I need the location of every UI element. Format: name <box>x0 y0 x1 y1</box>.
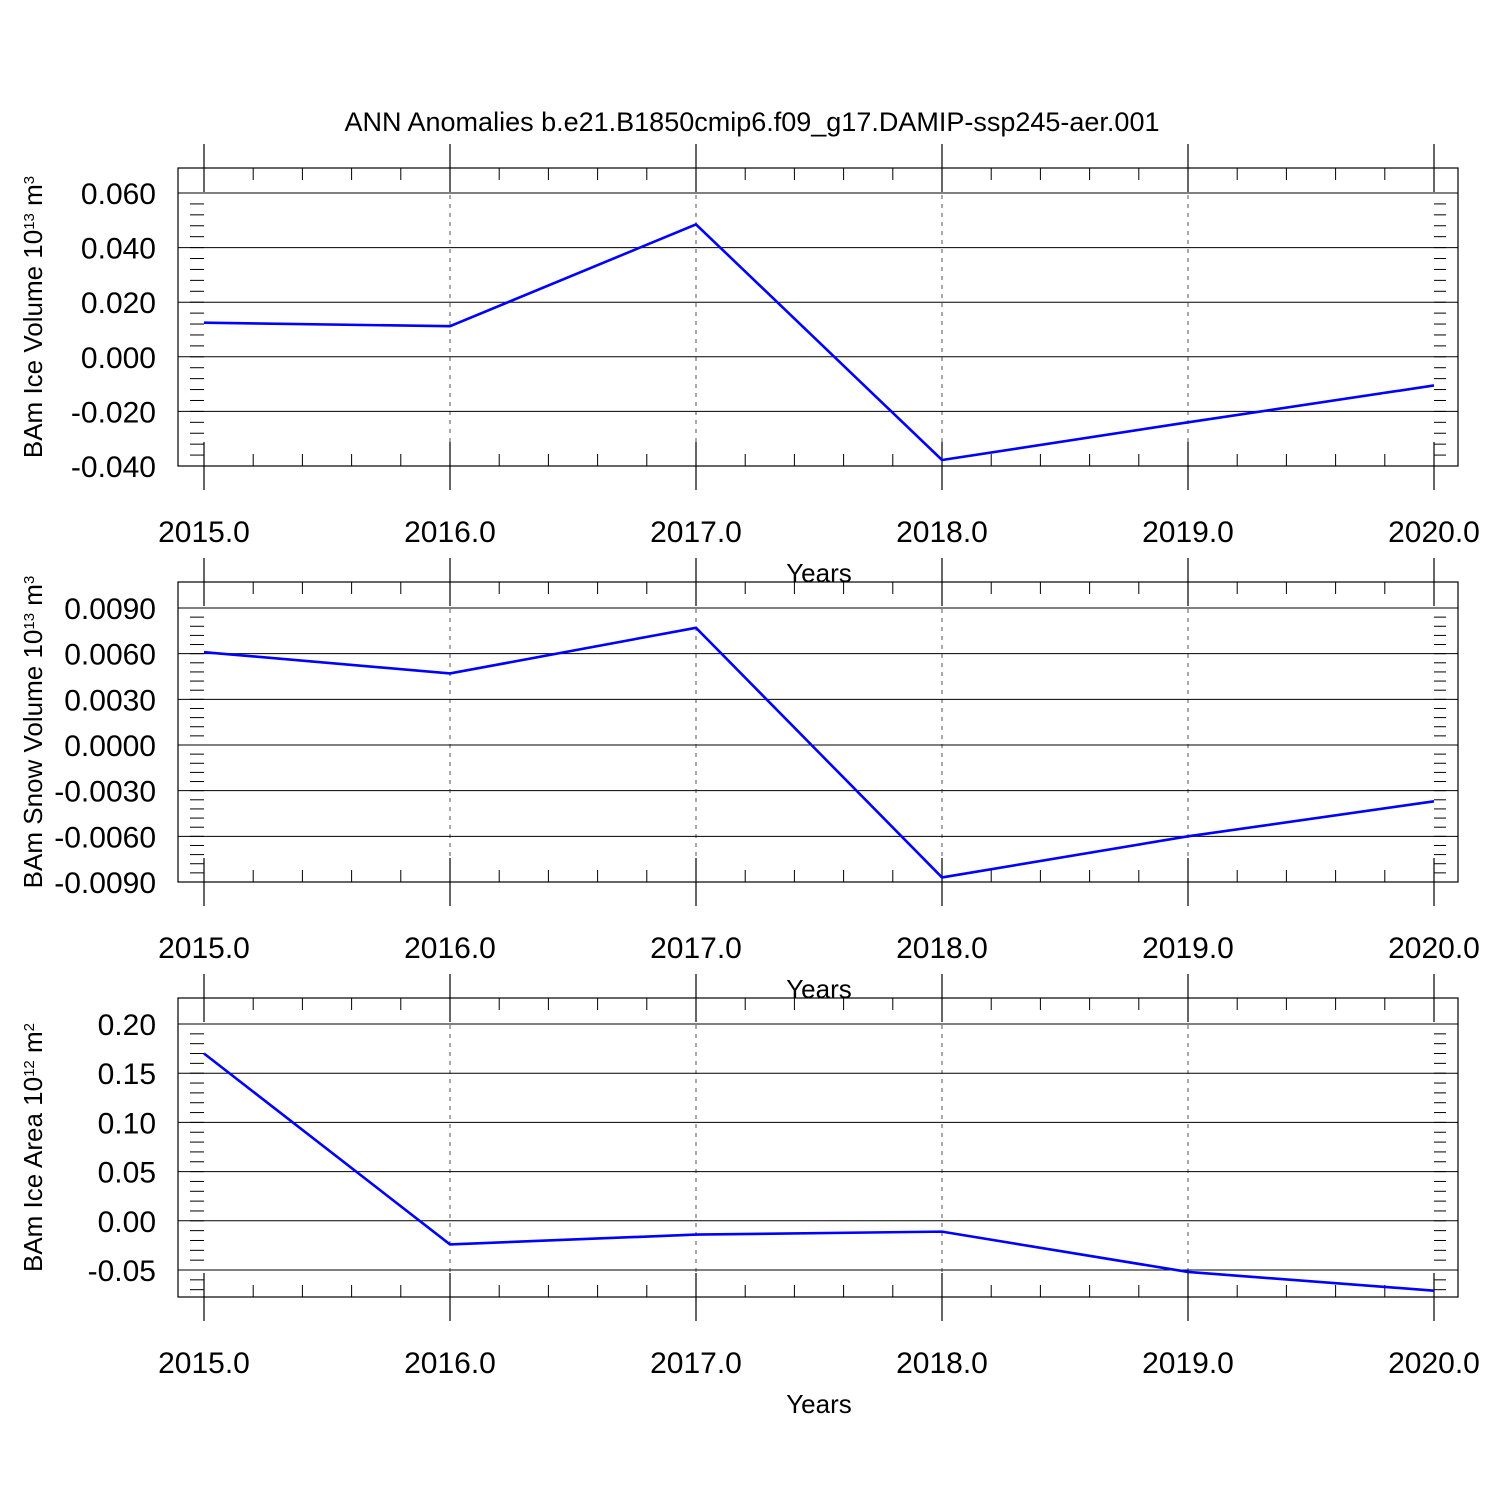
series-line-1 <box>203 1052 1435 1292</box>
y-tick-label: 0.00 <box>98 1206 156 1239</box>
y-tick-label: 0.05 <box>98 1157 156 1190</box>
plot-frame <box>177 997 1459 1298</box>
x-tick-label: 2015.0 <box>158 1347 250 1380</box>
y-axis-title: BAm Ice Volume 1013 m3 <box>18 176 48 458</box>
panels: -0.040 -0.020 0.000 0.020 0.040 0.060 2015.0 20… <box>18 144 1480 1419</box>
y-tick-label: 0.15 <box>98 1058 156 1091</box>
y-tick-label: 0.20 <box>98 1009 156 1042</box>
x-tick-label: 2019.0 <box>1142 516 1234 549</box>
x-tick-label: 2016.0 <box>404 1347 496 1380</box>
y-tick-label: 0.0060 <box>64 639 156 672</box>
x-tick-label: 2018.0 <box>896 1347 988 1380</box>
chart-panel-1: -0.040 -0.020 0.000 0.020 0.040 0.060 2015.0 20… <box>18 144 1480 588</box>
series-line-1 <box>203 222 1435 462</box>
x-tick-label: 2017.0 <box>650 932 742 965</box>
x-tick-label: 2015.0 <box>158 516 250 549</box>
x-axis-title: Years <box>786 558 852 588</box>
x-tick-label: 2016.0 <box>404 932 496 965</box>
y-tick-label: -0.040 <box>71 451 156 484</box>
x-tick-label: 2019.0 <box>1142 932 1234 965</box>
x-tick-label: 2017.0 <box>650 1347 742 1380</box>
x-tick-label: 2017.0 <box>650 516 742 549</box>
y-tick-label: -0.0090 <box>54 867 156 900</box>
x-tick-label: 2020.0 <box>1388 1347 1480 1380</box>
x-tick-label: 2020.0 <box>1388 516 1480 549</box>
y-axis-title: BAm Snow Volume 1013 m3 <box>18 576 48 889</box>
figure-title: ANN Anomalies b.e21.B1850cmip6.f09_g17.D… <box>345 107 1160 137</box>
x-tick-label: 2015.0 <box>158 932 250 965</box>
x-tick-label: 2016.0 <box>404 516 496 549</box>
y-tick-label: 0.040 <box>81 233 156 266</box>
y-axis-title: BAm Ice Area 1012 m2 <box>18 1023 48 1272</box>
y-tick-label: 0.020 <box>81 287 156 320</box>
series-line-1 <box>203 626 1435 879</box>
x-axis-title: Years <box>786 974 852 1004</box>
y-tick-label: 0.000 <box>81 342 156 375</box>
x-tick-label: 2018.0 <box>896 932 988 965</box>
chart-panel-2: -0.0090 -0.0060 -0.0030 0.0000 0.0030 0.0060 0… <box>18 558 1480 1004</box>
chart-panel-3: -0.05 0.00 0.05 0.10 0.15 0.20 2015.0 2016.0 201… <box>18 974 1480 1419</box>
y-tick-label: 0.0030 <box>64 684 156 717</box>
y-tick-label: -0.0030 <box>54 776 156 809</box>
x-tick-label: 2018.0 <box>896 516 988 549</box>
x-tick-label: 2020.0 <box>1388 932 1480 965</box>
y-tick-label: 0.060 <box>81 178 156 211</box>
x-tick-label: 2019.0 <box>1142 1347 1234 1380</box>
y-tick-label: -0.05 <box>88 1255 156 1288</box>
y-tick-label: -0.020 <box>71 396 156 429</box>
y-tick-label: 0.0000 <box>64 730 156 763</box>
x-axis-title: Years <box>786 1389 852 1419</box>
y-tick-label: 0.10 <box>98 1107 156 1140</box>
y-tick-label: -0.0060 <box>54 821 156 854</box>
y-tick-label: 0.0090 <box>64 593 156 626</box>
